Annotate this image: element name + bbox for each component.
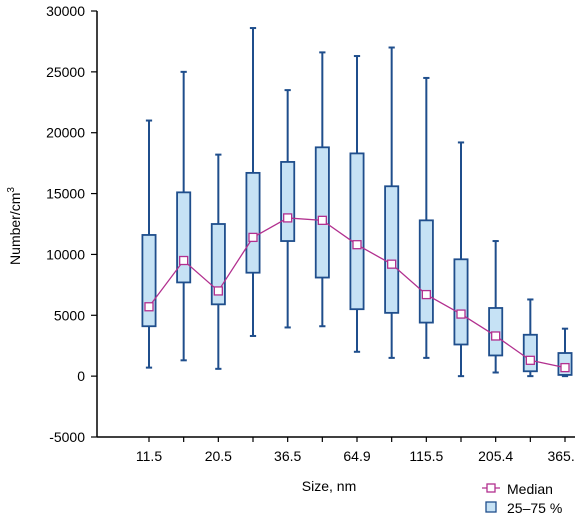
- median-series: [144, 213, 570, 373]
- median-point: [179, 255, 189, 266]
- x-tick-label: 20.5: [205, 448, 232, 464]
- median-point: [317, 215, 327, 225]
- iqr-box: [349, 152, 365, 311]
- iqr-box: [245, 171, 261, 274]
- legend-median-label: Median: [507, 481, 553, 497]
- iqr-box: [141, 234, 157, 328]
- median-point: [352, 240, 362, 250]
- y-tick-label: 5000: [54, 307, 85, 323]
- iqr-box: [522, 333, 538, 373]
- iqr-box: [176, 191, 192, 284]
- median-point: [456, 309, 466, 319]
- axes: [96, 11, 575, 438]
- median-point: [248, 232, 258, 243]
- y-tick-label: 0: [77, 368, 85, 384]
- median-point: [491, 331, 501, 341]
- y-axis-label-text: Number/cm: [7, 193, 23, 265]
- median-point: [387, 259, 397, 269]
- median-point: [213, 286, 223, 296]
- iqr-box: [280, 161, 296, 242]
- x-tick-label: 64.9: [343, 448, 370, 464]
- median-point: [560, 362, 570, 373]
- x-tick-label: 115.5: [409, 448, 443, 464]
- y-tick-label: 15000: [46, 186, 85, 202]
- median-point: [421, 289, 431, 300]
- x-tick-label: 205.4: [478, 448, 513, 464]
- x-axis-ticks: 11.5 20.5 36.5 64.9 115.5 205.4 365.2: [136, 437, 575, 464]
- median-point: [525, 355, 535, 365]
- legend: Median 25–75 %: [482, 481, 562, 516]
- x-tick-label: 365.2: [547, 448, 575, 464]
- y-tick-label: 20000: [46, 125, 85, 141]
- median-point: [283, 213, 293, 223]
- legend-item-iqr: 25–75 %: [485, 500, 562, 516]
- iqr-box: [384, 185, 400, 314]
- y-tick-label: 10000: [46, 246, 85, 262]
- y-axis-label-superscript: 3: [6, 187, 17, 193]
- x-axis-label: Size, nm: [302, 478, 356, 494]
- iqr-box: [418, 219, 434, 324]
- legend-median-marker: [486, 483, 496, 493]
- x-tick-label: 11.5: [136, 448, 162, 464]
- iqr-box: [453, 258, 469, 346]
- whiskers: [145, 27, 569, 378]
- median-point: [144, 302, 154, 312]
- iqr-box: [314, 146, 330, 279]
- y-axis-ticks: -5000 0 5000 10000 15000 20000 25000 30000: [46, 3, 97, 445]
- legend-item-median: Median: [482, 481, 553, 497]
- y-tick-label: 25000: [46, 64, 85, 80]
- legend-iqr-label: 25–75 %: [507, 500, 562, 516]
- legend-box-swatch: [485, 501, 497, 513]
- y-tick-label: 30000: [46, 3, 85, 19]
- iqr-box: [210, 223, 226, 306]
- x-tick-label: 36.5: [274, 448, 301, 464]
- y-axis-label: Number/cm3: [6, 187, 23, 265]
- y-tick-label: -5000: [49, 429, 85, 445]
